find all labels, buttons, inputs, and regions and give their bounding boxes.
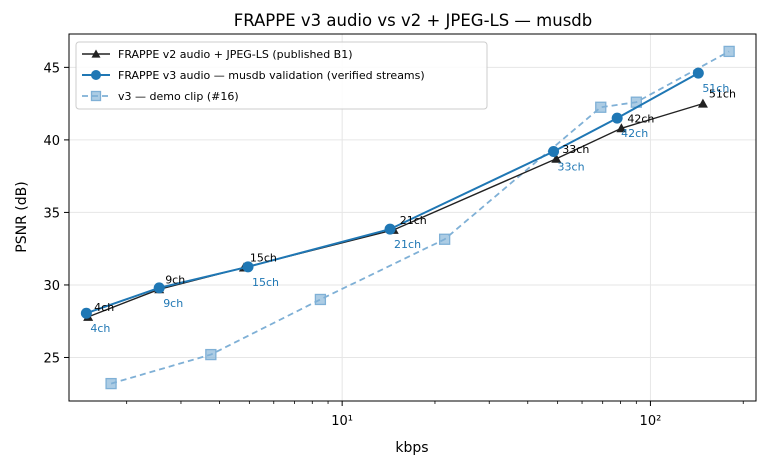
y-tick-label: 35 — [43, 206, 60, 221]
point-label: 4ch — [90, 322, 110, 335]
point-label: 33ch — [558, 160, 585, 173]
legend-label: FRAPPE v3 audio — musdb validation (veri… — [118, 69, 425, 82]
point-label: 9ch — [163, 297, 183, 310]
circle-marker — [80, 307, 92, 319]
square-marker — [90, 90, 102, 102]
y-tick-label: 30 — [43, 279, 60, 294]
y-axis-label: PSNR (dB) — [14, 181, 30, 252]
square-marker — [723, 45, 735, 58]
legend-label: v3 — demo clip (#16) — [118, 90, 239, 103]
point-label: 42ch — [621, 127, 648, 140]
x-axis: 10¹ 10² — [126, 401, 744, 429]
point-label: 51ch — [709, 88, 736, 101]
triangle-marker — [616, 123, 627, 133]
square-marker — [314, 293, 327, 306]
circle-marker — [153, 282, 165, 294]
circle-marker — [91, 70, 101, 80]
legend-box — [75, 41, 488, 110]
y-axis: 25 30 35 40 45 — [43, 61, 69, 366]
point-label: 15ch — [250, 252, 277, 265]
x-axis-label: kbps — [395, 440, 428, 456]
y-tick-label: 45 — [43, 61, 60, 76]
y-tick-label: 40 — [43, 134, 60, 149]
point-label: 42ch — [627, 112, 654, 125]
point-label: 9ch — [165, 273, 185, 286]
square-marker — [205, 348, 217, 361]
square-marker — [595, 101, 607, 113]
triangle-marker — [697, 98, 708, 108]
circle-marker — [384, 223, 396, 235]
y-tick-label: 25 — [43, 351, 60, 366]
chart-title: FRAPPE v3 audio vs v2 + JPEG-LS — musdb — [234, 11, 593, 30]
legend: FRAPPE v2 audio + JPEG-LS (published B1)… — [75, 41, 488, 110]
circle-marker — [692, 67, 704, 79]
legend-label: FRAPPE v2 audio + JPEG-LS (published B1) — [118, 48, 353, 61]
point-labels: 4ch 9ch 15ch 21ch 33ch 42ch 51ch 4ch 9ch 15ch 21ch… — [90, 82, 736, 335]
circle-marker — [242, 261, 254, 273]
plot-frame — [68, 33, 757, 402]
triangle-marker — [551, 153, 562, 163]
triangle-marker — [91, 49, 101, 58]
x-tick-label: 10¹ — [331, 414, 353, 429]
point-label: 33ch — [562, 143, 589, 156]
x-tick-label: 10² — [640, 414, 662, 429]
point-label: 21ch — [400, 214, 427, 227]
point-label: 51ch — [702, 82, 729, 95]
series-layer — [80, 45, 735, 390]
point-label: 4ch — [94, 301, 114, 314]
square-marker — [438, 233, 451, 245]
point-label: 15ch — [252, 276, 279, 289]
square-marker — [105, 377, 117, 390]
circle-marker — [611, 112, 623, 124]
circle-marker — [548, 145, 560, 157]
point-label: 21ch — [394, 238, 421, 251]
